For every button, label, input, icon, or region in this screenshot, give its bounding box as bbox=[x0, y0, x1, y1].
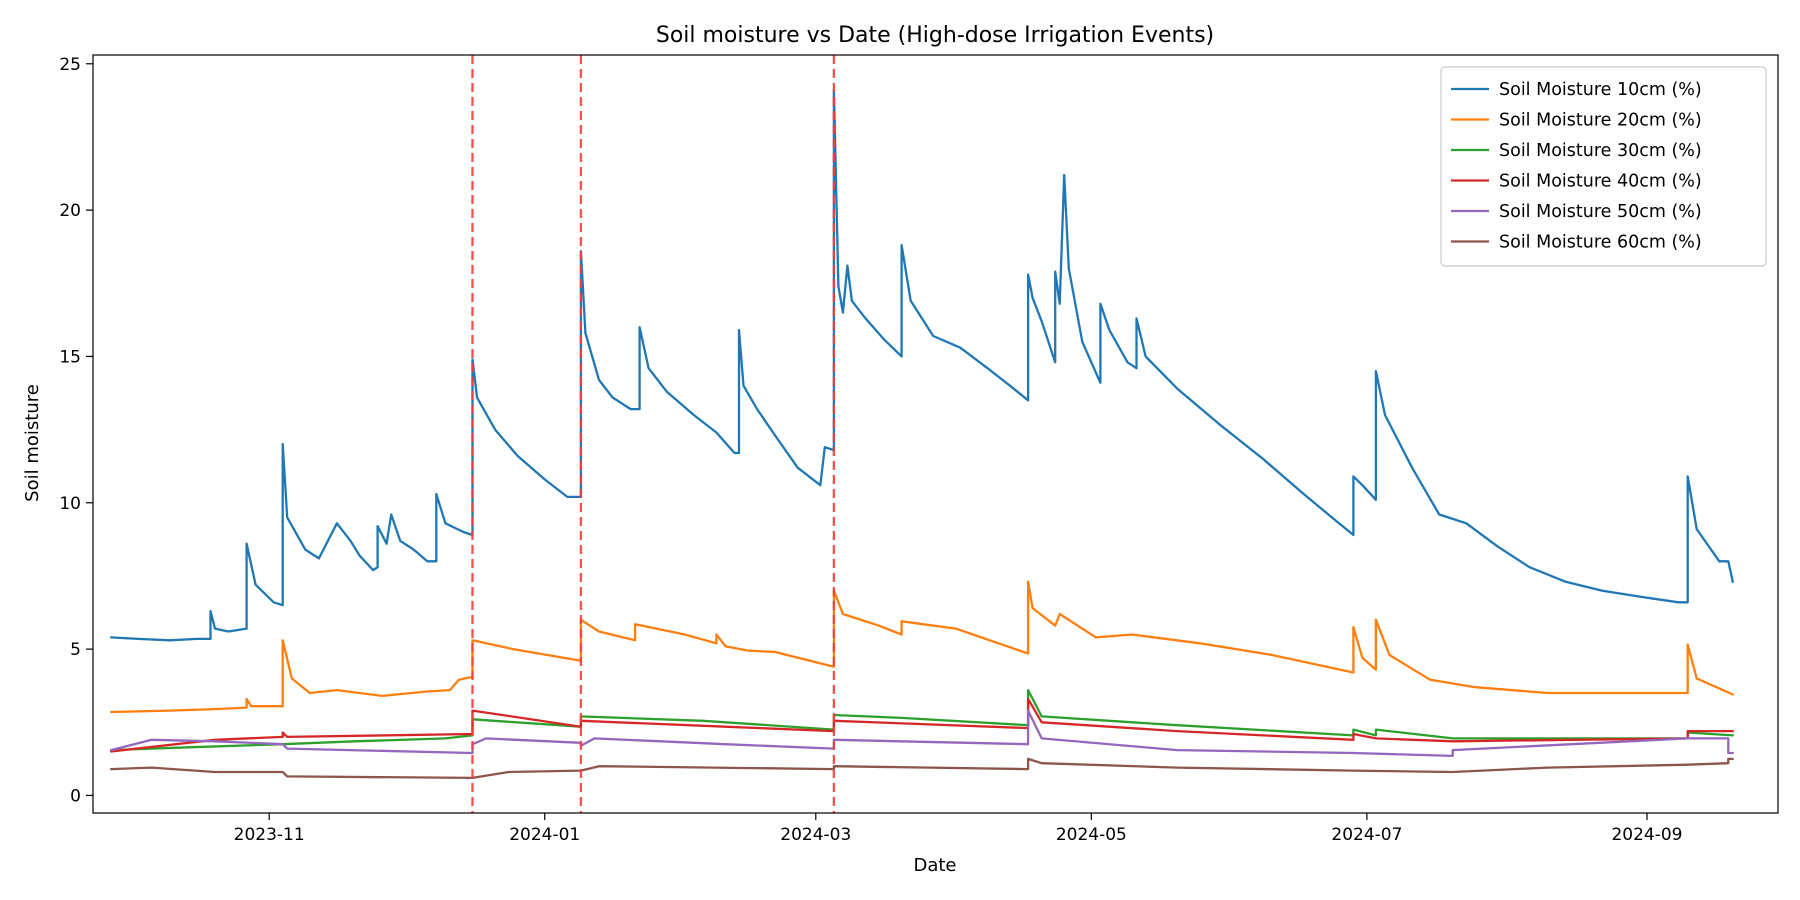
legend-box bbox=[1440, 66, 1767, 267]
x-tick-label: 2024-05 bbox=[1056, 825, 1127, 845]
x-tick-label: 2024-01 bbox=[509, 825, 580, 845]
y-tick-label: 0 bbox=[70, 786, 81, 806]
x-tick-label: 2024-07 bbox=[1331, 825, 1402, 845]
legend: Soil Moisture 10cm (%) Soil Moisture 20cm… bbox=[1440, 66, 1767, 267]
y-tick-label: 10 bbox=[59, 494, 81, 514]
plot-frame bbox=[92, 54, 1779, 814]
x-tick-label: 2024-03 bbox=[780, 825, 851, 845]
y-tick-label: 15 bbox=[59, 347, 81, 367]
series-line-3 bbox=[109, 688, 1734, 752]
legend-label: Soil Moisture 60cm (%) bbox=[1499, 233, 1702, 253]
plot-area: 2023-11 2024-01 2024-03 2024-05 2024-07 2024-… bbox=[59, 54, 1779, 845]
series-line-2 bbox=[109, 580, 1734, 714]
legend-label: Soil Moisture 30cm (%) bbox=[1499, 141, 1702, 161]
legend-label: Soil Moisture 10cm (%) bbox=[1499, 80, 1702, 100]
x-axis-label: Date bbox=[913, 855, 956, 876]
legend-label: Soil Moisture 40cm (%) bbox=[1499, 172, 1702, 192]
x-tick-label: 2024-09 bbox=[1611, 825, 1682, 845]
legend-label: Soil Moisture 20cm (%) bbox=[1499, 111, 1702, 131]
x-tick-label: 2023-11 bbox=[234, 825, 305, 845]
y-tick-label: 25 bbox=[59, 55, 81, 75]
chart-title: Soil moisture vs Date (High-dose Irrigat… bbox=[656, 23, 1214, 48]
y-tick-label: 20 bbox=[59, 201, 81, 221]
y-axis-label: Soil moisture bbox=[22, 384, 43, 502]
legend-label: Soil Moisture 50cm (%) bbox=[1499, 202, 1702, 222]
series-line-6 bbox=[109, 757, 1734, 780]
y-tick-label: 5 bbox=[70, 640, 81, 660]
series-line-1 bbox=[109, 88, 1734, 642]
